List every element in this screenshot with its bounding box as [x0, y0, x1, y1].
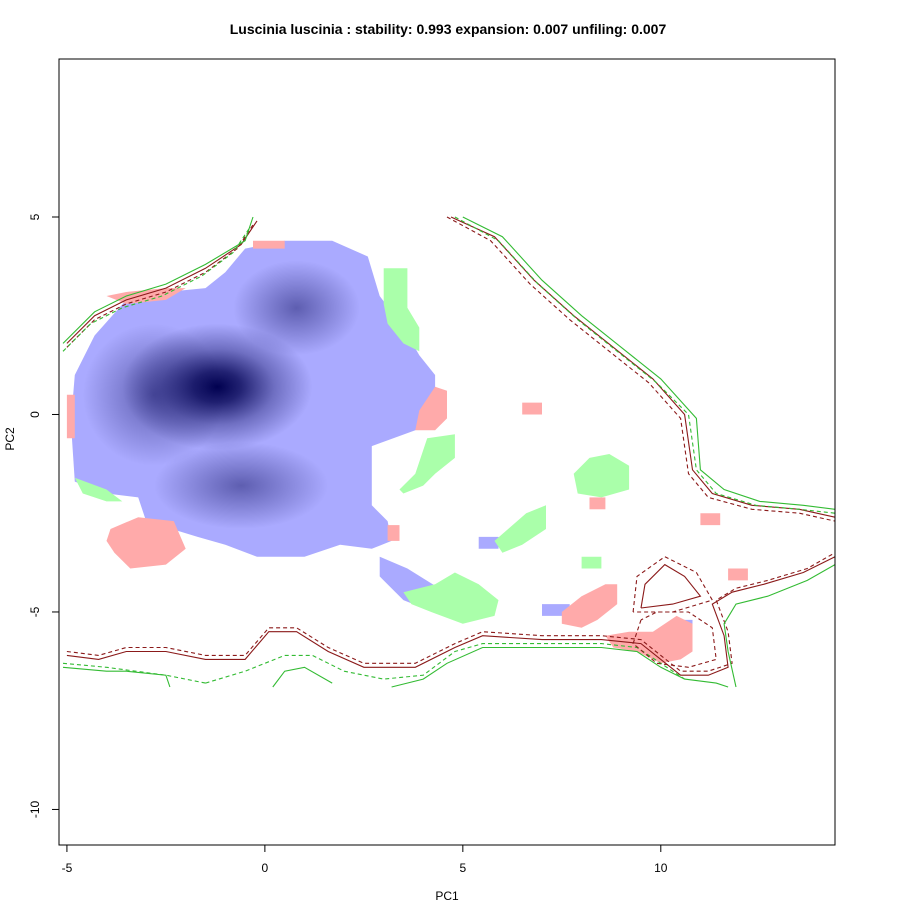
contour-invaded-dashed-3 — [62, 228, 250, 352]
contour-invaded-solid-12 — [272, 666, 333, 688]
contour-invaded-dashed-11 — [62, 662, 206, 684]
contour-native-solid-4 — [450, 216, 835, 518]
region-unfilling-14 — [728, 568, 748, 581]
niche-contours — [62, 216, 835, 688]
region-unfilling-9 — [415, 386, 447, 431]
y-tick-label: -5 — [28, 606, 42, 617]
contour-invaded-solid-2 — [62, 216, 254, 344]
contour-native-dashed-5 — [446, 216, 835, 522]
density-blob-2 — [154, 442, 329, 530]
contour-native-solid-0 — [66, 220, 258, 344]
contour-invaded-dashed-13 — [205, 643, 685, 684]
region-unfilling-15 — [561, 584, 618, 628]
chart-title: Luscinia luscinia : stability: 0.993 exp… — [229, 21, 667, 37]
contour-invaded-solid-14 — [391, 646, 729, 688]
stability-density — [82, 260, 360, 530]
contour-invaded-solid-10 — [62, 666, 171, 688]
y-tick-label: 5 — [28, 213, 42, 220]
region-expansion-21 — [494, 505, 546, 553]
contour-invaded-dashed-7 — [454, 216, 835, 514]
region-unfilling-12 — [589, 497, 606, 510]
contour-native-solid-8 — [66, 556, 835, 676]
y-axis-label: PC2 — [3, 427, 17, 451]
x-tick-label: 5 — [459, 861, 466, 875]
density-blob-3 — [82, 323, 226, 466]
y-tick-label: -10 — [28, 800, 42, 818]
contour-native-dashed-9 — [66, 552, 835, 672]
region-unfilling-11 — [522, 402, 542, 415]
region-expansion-18 — [399, 434, 455, 494]
contour-native-dashed-1 — [66, 224, 254, 348]
contour-native-solid-16 — [640, 563, 702, 609]
region-expansion-19 — [74, 477, 123, 502]
contour-invaded-solid-6 — [462, 216, 835, 510]
region-overlap-3 — [478, 536, 499, 549]
y-axis: -10 -5 0 5 — [28, 213, 60, 818]
region-expansion-17 — [383, 268, 420, 352]
y-tick-label: 0 — [28, 411, 42, 418]
region-unfilling-16 — [605, 615, 693, 664]
contour-native-dashed-18 — [632, 611, 717, 668]
x-axis: -5 0 5 10 — [62, 844, 668, 875]
x-tick-label: 0 — [262, 861, 269, 875]
x-axis-label: PC1 — [435, 889, 459, 903]
region-unfilling-13 — [700, 513, 721, 526]
region-expansion-20 — [403, 572, 499, 624]
region-unfilling-10 — [387, 525, 400, 541]
density-blob-1 — [233, 260, 360, 356]
region-unfilling-5 — [66, 394, 75, 439]
region-unfilling-7 — [253, 240, 285, 249]
region-unfilling-8 — [106, 517, 186, 569]
contour-invaded-solid-15 — [723, 564, 835, 688]
x-tick-label: 10 — [654, 861, 668, 875]
region-expansion-22 — [573, 454, 630, 498]
region-expansion-23 — [581, 556, 602, 569]
x-tick-label: -5 — [62, 861, 73, 875]
